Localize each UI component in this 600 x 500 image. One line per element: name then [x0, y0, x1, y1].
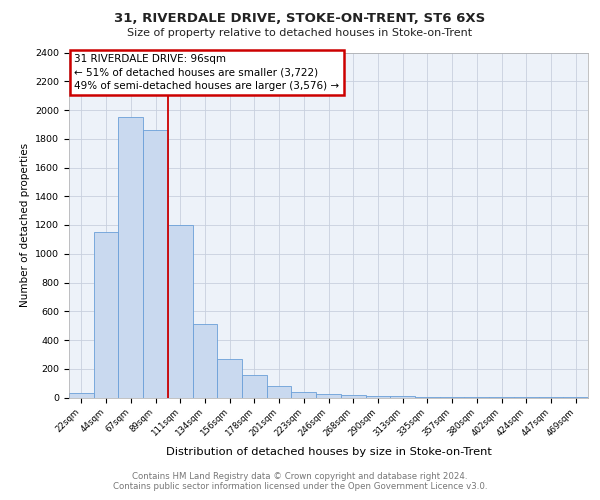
- Bar: [69, 393, 94, 398]
- Bar: [193, 324, 217, 398]
- Text: Contains HM Land Registry data © Crown copyright and database right 2024.
Contai: Contains HM Land Registry data © Crown c…: [113, 472, 487, 491]
- Bar: [316, 394, 341, 398]
- Bar: [341, 394, 365, 398]
- Bar: [217, 358, 242, 398]
- Bar: [267, 386, 292, 398]
- Text: 31, RIVERDALE DRIVE, STOKE-ON-TRENT, ST6 6XS: 31, RIVERDALE DRIVE, STOKE-ON-TRENT, ST6…: [115, 12, 485, 26]
- Bar: [440, 397, 464, 398]
- Bar: [118, 117, 143, 398]
- Bar: [168, 225, 193, 398]
- Bar: [365, 396, 390, 398]
- Bar: [143, 130, 168, 398]
- Bar: [94, 232, 118, 398]
- Text: 31 RIVERDALE DRIVE: 96sqm
← 51% of detached houses are smaller (3,722)
49% of se: 31 RIVERDALE DRIVE: 96sqm ← 51% of detac…: [74, 54, 340, 90]
- Y-axis label: Number of detached properties: Number of detached properties: [20, 143, 30, 307]
- X-axis label: Distribution of detached houses by size in Stoke-on-Trent: Distribution of detached houses by size …: [166, 446, 491, 456]
- Bar: [292, 392, 316, 398]
- Bar: [415, 397, 440, 398]
- Text: Size of property relative to detached houses in Stoke-on-Trent: Size of property relative to detached ho…: [127, 28, 473, 38]
- Bar: [390, 396, 415, 398]
- Bar: [242, 375, 267, 398]
